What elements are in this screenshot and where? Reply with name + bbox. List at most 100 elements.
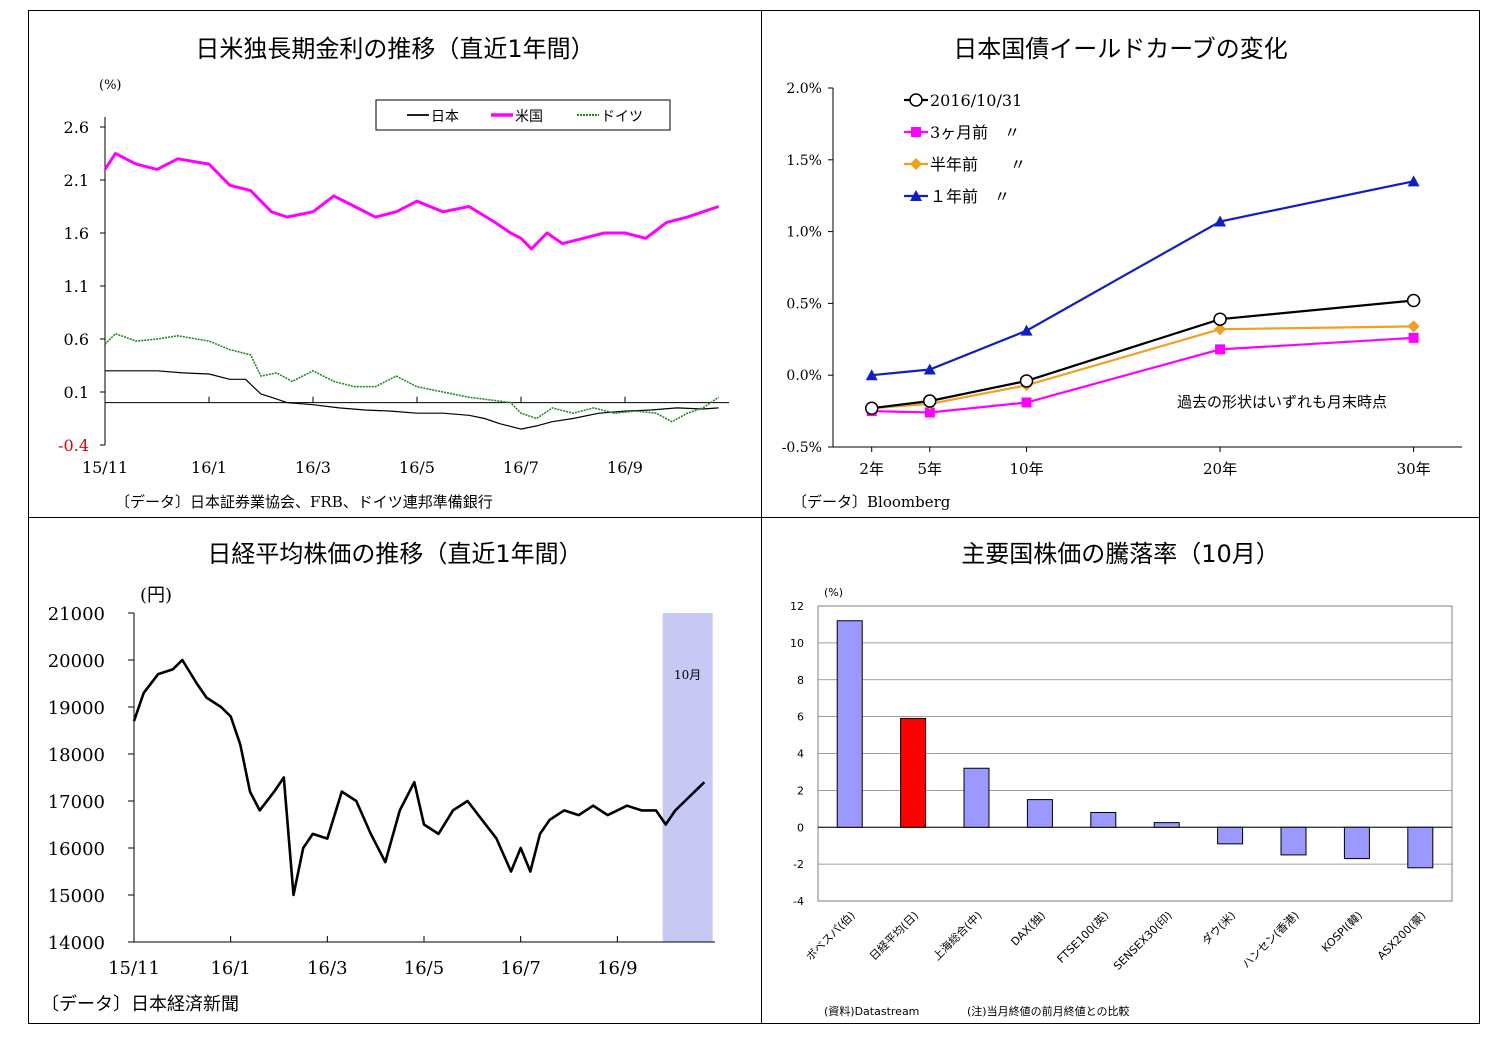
nikkei-x-tick-label: 16/1: [210, 958, 250, 979]
rates-x-tick-label: 16/3: [295, 458, 331, 477]
bars-y-tick-label: 8: [797, 674, 804, 687]
bar: [1280, 826, 1307, 856]
bar: [963, 767, 990, 828]
yield-source: 〔データ〕Bloomberg: [792, 493, 951, 511]
yield-y-tick-label: 2.0%: [786, 81, 822, 97]
yield-point: [923, 394, 937, 408]
yield-point: [1408, 332, 1419, 343]
nikkei-y-tick-label: 19000: [48, 698, 105, 719]
nikkei-x-tick-label: 16/7: [500, 958, 540, 979]
bars-y-tick-label: 10: [790, 637, 804, 650]
yield-point: [1214, 323, 1227, 336]
yield-point: [1406, 293, 1421, 308]
rates-source: 〔データ〕日本証券業協会、FRB、ドイツ連邦準備銀行: [115, 493, 493, 511]
rates-x-tick-label: 16/7: [503, 458, 539, 477]
stocks-chart: 12 10 8 6 4 2 0 -2 -4 (%) ボベスパ(伯) 日経平均(日) 上海総合(中) DAX…: [790, 586, 1453, 1018]
bars-y-tick-label: 0: [797, 821, 804, 834]
bar: [900, 717, 927, 828]
panel-stock-change: 主要国株価の騰落率（10月） 12 10 8 6 4 2 0 -2 -4 (%) ボベスパ(伯) 日経…: [762, 518, 1479, 1023]
yield-point: [1213, 312, 1227, 326]
rates-y-tick-label: 2.6: [64, 118, 89, 137]
yield-legend-marker: [910, 158, 922, 170]
nikkei-y-tick-label: 14000: [48, 933, 105, 954]
stocks-title: 主要国株価の騰落率（10月）: [961, 540, 1280, 568]
bar: [1026, 799, 1053, 828]
yield-x-tick-label: 10年: [1009, 460, 1043, 478]
bars-y-tick-label: 2: [797, 784, 804, 797]
rates-legend-label: 日本: [431, 109, 459, 125]
nikkei-october-band: [662, 613, 713, 942]
bar: [1343, 826, 1370, 860]
rates-series-line: [105, 370, 719, 430]
yield-y-tick-label: -0.5%: [782, 440, 822, 456]
nikkei-y-tick-label: 21000: [48, 604, 105, 625]
yield-point: [865, 369, 878, 381]
yield-x-tick-label: 20年: [1203, 460, 1237, 478]
yield-note: 過去の形状はいずれも月末時点: [1177, 393, 1387, 411]
nikkei-y-tick-label: 18000: [48, 745, 105, 766]
rates-chart: (%) 2.6 2.1 1.6 1.1 0.6 0.1 -0.4 15/11 16/1 16/3 16…: [58, 78, 729, 511]
rates-legend-label: ドイツ: [601, 109, 643, 125]
bar: [1217, 826, 1244, 845]
rates-y-tick-label: 1.6: [64, 224, 89, 243]
rates-y-tick-label: 2.1: [64, 171, 89, 190]
nikkei-x-tick-label: 16/5: [404, 958, 444, 979]
rates-y-tick-label: -0.4: [58, 436, 89, 455]
rates-x-tick-label: 16/1: [191, 458, 227, 477]
rates-y-tick-label: 0.1: [64, 383, 89, 402]
yield-point: [924, 407, 935, 418]
nikkei-y-tick-label: 15000: [48, 886, 105, 907]
yield-x-tick-label: 5年: [917, 460, 942, 478]
yield-chart: 2.0% 1.5% 1.0% 0.5% 0.0% -0.5% 2年 5年 10年 20年 30年 20…: [782, 81, 1462, 511]
nikkei-x-tick-label: 15/11: [108, 958, 160, 979]
bars-category-label: SENSEX30(印): [1111, 909, 1175, 973]
yield-point: [923, 363, 936, 375]
yield-point: [1019, 374, 1034, 388]
bars-source: (資料)Datastream: [824, 1004, 919, 1018]
nikkei-chart: 10月 (円) 21000 20000 19000 18000 17000 16000 1500…: [41, 585, 715, 1015]
bars-category-label: ハンセン(香港): [1240, 909, 1302, 971]
horizontal-divider: [28, 517, 1480, 518]
panel-nikkei: 日経平均株価の推移（直近1年間） 10月 (円) 21000 20000 19000 18…: [29, 518, 761, 1023]
bar: [1153, 822, 1180, 828]
yield-x-tick-label: 2年: [859, 460, 884, 478]
yield-legend-label: 3ヶ月前 〃: [930, 123, 1020, 142]
nikkei-y-tick-label: 16000: [48, 839, 105, 860]
yield-y-tick-label: 1.5%: [786, 153, 822, 169]
yield-point: [1214, 215, 1227, 227]
nikkei-y-tick-label: 17000: [48, 792, 105, 813]
yield-legend-label: １年前 〃: [930, 187, 1010, 206]
yield-point: [1021, 397, 1032, 408]
nikkei-unit-label: (円): [140, 585, 172, 606]
bars-category-label: FTSE100(英): [1054, 908, 1112, 966]
rates-x-tick-label: 16/5: [399, 458, 435, 477]
yield-y-tick-label: 1.0%: [786, 225, 822, 241]
bar: [1090, 812, 1117, 828]
yield-legend-label: 2016/10/31: [930, 91, 1022, 110]
panel-rates: 日米独長期金利の推移（直近1年間） (%) 2.6 2.1 1.6 1.1 0.6 0.1 -…: [29, 11, 761, 517]
yield-legend-marker: [910, 190, 922, 201]
nikkei-band-label: 10月: [674, 668, 701, 682]
rates-series-line: [104, 332, 720, 423]
bars-y-tick-label: -4: [793, 895, 804, 908]
yield-point: [864, 401, 879, 415]
bars-category-label: DAX(独): [1008, 909, 1048, 949]
yield-x-tick-label: 30年: [1397, 460, 1431, 478]
yield-point: [1407, 175, 1420, 187]
bars-category-label: 日経平均(日): [867, 909, 921, 963]
bars-category-label: ボベスパ(伯): [803, 908, 858, 963]
nikkei-source: 〔データ〕日本経済新聞: [41, 994, 239, 1015]
panel-yield-curve: 日本国債イールドカーブの変化 2.0% 1.5% 1.0% 0.5% 0.0% -0.5%…: [762, 11, 1479, 517]
nikkei-y-tick-label: 20000: [48, 651, 105, 672]
bar: [1407, 826, 1434, 869]
rates-legend-label: 米国: [515, 109, 543, 125]
bar: [836, 620, 863, 828]
yield-legend-marker: [911, 127, 921, 137]
bars-category-label: ダウ(米): [1199, 908, 1238, 947]
rates-y-tick-label: 1.1: [64, 277, 89, 296]
yield-y-tick-label: 0.5%: [786, 296, 822, 312]
yield-y-tick-label: 0.0%: [786, 368, 822, 384]
yield-legend-marker: [909, 93, 923, 107]
yield-legend-label: 半年前 〃: [930, 155, 1026, 174]
rates-series-line: [103, 152, 720, 251]
